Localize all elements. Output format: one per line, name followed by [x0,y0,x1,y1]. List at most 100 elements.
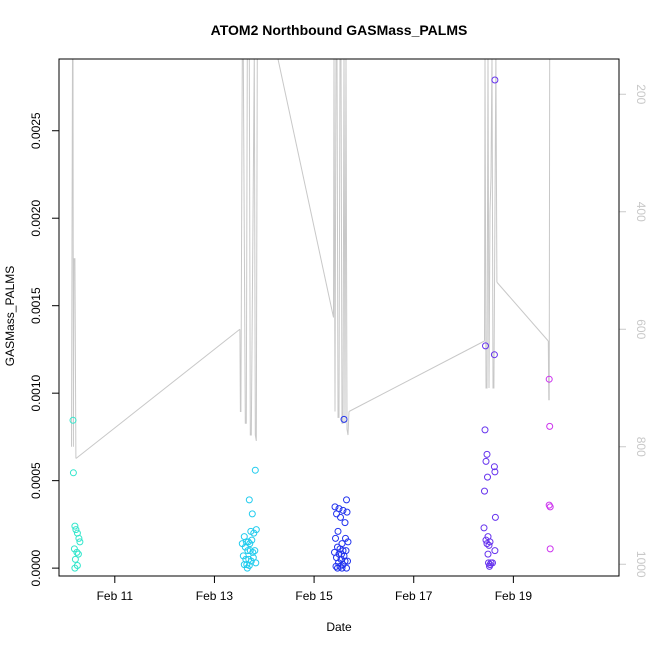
data-point [491,513,499,521]
pressure-connector-4 [496,281,549,342]
data-point [344,557,351,565]
data-point [545,501,553,509]
series-3 [331,415,352,572]
pressure-segment-1 [71,59,77,459]
data-point [69,469,77,477]
y-tick-label: 0.0000 [29,549,43,586]
x-tick-label: Feb 19 [495,589,533,603]
series-4 [480,76,499,570]
y-tick-label: 0.0015 [29,287,43,324]
data-point [332,534,339,542]
scatter-points-layer [69,76,554,572]
chart-title: ATOM2 Northbound GASMass_PALMS [211,22,468,38]
data-point [482,457,490,465]
data-point [243,564,251,572]
data-point [331,503,339,511]
data-point [343,496,350,504]
secondary-tick-label: 200 [634,84,648,104]
data-point [75,534,83,542]
pressure-connector-3 [348,340,485,412]
data-point [484,473,491,481]
data-point [483,540,491,548]
pressure-segment-5 [547,59,551,401]
y-axis-label: GASMass_PALMS [3,266,17,366]
data-point [69,416,77,424]
data-point [490,351,498,359]
y-tick-label: 0.0005 [29,462,43,499]
x-tick-label: Feb 11 [97,589,134,603]
data-point [245,496,253,504]
data-point [71,522,79,530]
data-point [484,550,492,558]
data-point [481,426,489,434]
pressure-segment-2 [239,59,258,441]
data-point [480,524,488,532]
pressure-connector-2 [277,59,335,318]
series-1 [69,416,84,572]
data-point [248,536,256,544]
data-point [74,550,82,558]
secondary-tick-label: 800 [634,437,648,457]
data-point [339,547,347,555]
data-point [251,547,259,555]
secondary-tick-label: 1000 [634,551,648,578]
pressure-segment-4 [484,59,498,389]
pressure-segment-3 [333,59,350,436]
pressure-connector-1 [75,328,241,459]
data-point [486,562,493,570]
data-point [341,519,349,527]
data-point [247,557,255,565]
y-tick-label: 0.0010 [29,374,43,411]
data-point [338,564,346,572]
data-point [483,450,491,458]
data-point [71,555,79,563]
data-point [343,564,350,572]
data-point [546,422,554,430]
pressure-trace-layer [71,59,551,459]
data-point [546,545,554,553]
data-point [485,541,493,549]
x-axis-label: Date [326,620,352,634]
data-point [545,375,553,383]
data-point [491,468,499,476]
secondary-tick-label: 600 [634,319,648,339]
data-point [73,548,81,556]
data-point [333,510,340,518]
secondary-tick-label: 400 [634,202,648,222]
data-point [250,529,258,537]
x-tick-label: Feb 15 [295,589,333,603]
y-tick-label: 0.0020 [29,200,43,237]
data-point [337,513,344,521]
data-point [491,547,499,555]
data-point [76,538,84,546]
data-point [244,538,252,546]
data-point [246,540,254,548]
axes-layer: Feb 11 Feb 13 Feb 15 Feb 17 Feb 19 0.0000 0.00… [29,84,648,603]
data-point [72,526,80,534]
data-point [334,527,342,535]
data-point [341,557,349,565]
data-point [343,508,351,516]
series-5 [545,375,554,553]
data-point [482,342,489,350]
x-tick-label: Feb 17 [395,589,433,603]
data-point [334,564,341,572]
data-point [482,536,490,544]
data-point [71,564,79,572]
data-point [248,510,256,518]
plot-frame [58,58,620,577]
x-tick-label: Feb 13 [196,589,234,603]
data-point [491,76,499,84]
data-point [340,415,348,423]
data-point [251,466,259,474]
data-point [249,548,257,556]
series-2 [238,466,260,572]
data-point [485,559,492,567]
data-point [490,463,498,471]
data-point [339,506,347,514]
y-tick-label: 0.0025 [29,112,43,149]
data-point [252,559,260,567]
data-point [481,487,488,495]
